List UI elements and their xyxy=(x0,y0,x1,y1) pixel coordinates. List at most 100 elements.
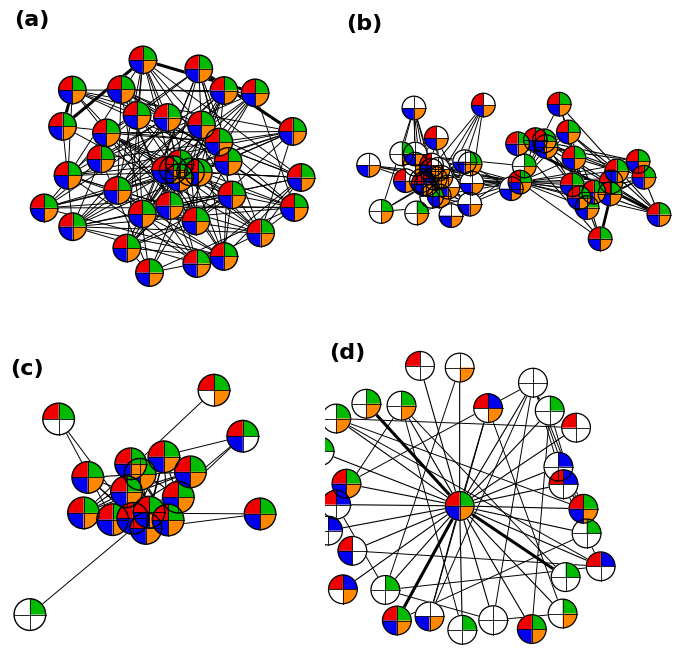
Wedge shape xyxy=(567,198,579,210)
Wedge shape xyxy=(432,184,443,196)
Wedge shape xyxy=(175,472,190,488)
Circle shape xyxy=(549,470,578,499)
Wedge shape xyxy=(366,404,381,418)
Wedge shape xyxy=(156,206,170,219)
Circle shape xyxy=(185,159,212,186)
Wedge shape xyxy=(227,436,242,452)
Wedge shape xyxy=(338,536,352,551)
Wedge shape xyxy=(601,552,615,566)
Wedge shape xyxy=(133,496,149,512)
Wedge shape xyxy=(166,170,179,184)
Circle shape xyxy=(551,563,580,591)
Circle shape xyxy=(562,146,586,170)
Circle shape xyxy=(562,414,590,442)
Wedge shape xyxy=(154,117,168,131)
Wedge shape xyxy=(584,509,598,523)
Circle shape xyxy=(427,184,451,208)
Wedge shape xyxy=(104,190,118,204)
Circle shape xyxy=(205,129,233,156)
Circle shape xyxy=(523,128,547,151)
Circle shape xyxy=(453,150,477,174)
Wedge shape xyxy=(113,248,127,262)
Wedge shape xyxy=(148,457,164,473)
Wedge shape xyxy=(587,208,599,219)
Circle shape xyxy=(188,111,215,139)
Circle shape xyxy=(458,192,482,216)
Wedge shape xyxy=(101,159,114,172)
Wedge shape xyxy=(518,132,530,144)
Circle shape xyxy=(406,352,434,380)
Wedge shape xyxy=(626,161,638,173)
Wedge shape xyxy=(562,146,574,158)
Wedge shape xyxy=(436,187,448,199)
Wedge shape xyxy=(508,182,520,194)
Wedge shape xyxy=(210,77,224,91)
Circle shape xyxy=(626,150,650,173)
Wedge shape xyxy=(518,144,530,156)
Wedge shape xyxy=(598,194,610,206)
Wedge shape xyxy=(156,192,170,206)
Wedge shape xyxy=(426,169,438,181)
Wedge shape xyxy=(166,150,180,164)
Wedge shape xyxy=(439,196,451,208)
Wedge shape xyxy=(599,182,611,194)
Wedge shape xyxy=(185,55,199,69)
Wedge shape xyxy=(347,470,361,484)
Wedge shape xyxy=(572,184,584,196)
Wedge shape xyxy=(401,154,414,166)
Wedge shape xyxy=(87,159,101,172)
Wedge shape xyxy=(190,456,206,472)
Wedge shape xyxy=(520,170,532,182)
Wedge shape xyxy=(62,127,76,140)
Wedge shape xyxy=(600,239,612,250)
Wedge shape xyxy=(115,464,131,480)
Wedge shape xyxy=(416,213,429,224)
Wedge shape xyxy=(549,470,564,484)
Wedge shape xyxy=(133,512,149,528)
Wedge shape xyxy=(582,180,594,192)
Circle shape xyxy=(448,615,477,644)
Wedge shape xyxy=(415,154,427,166)
Wedge shape xyxy=(508,170,520,182)
Wedge shape xyxy=(210,256,224,270)
Circle shape xyxy=(338,536,366,565)
Text: (a): (a) xyxy=(14,10,50,30)
Wedge shape xyxy=(127,476,142,492)
Wedge shape xyxy=(336,404,351,418)
Wedge shape xyxy=(547,104,559,116)
Wedge shape xyxy=(131,464,147,480)
Circle shape xyxy=(160,156,187,183)
Wedge shape xyxy=(130,513,146,528)
Circle shape xyxy=(534,135,558,159)
Circle shape xyxy=(244,498,276,529)
Wedge shape xyxy=(381,200,393,211)
Wedge shape xyxy=(124,474,140,490)
Wedge shape xyxy=(137,102,151,115)
Wedge shape xyxy=(190,172,204,186)
Wedge shape xyxy=(228,161,242,175)
Circle shape xyxy=(394,168,417,192)
Circle shape xyxy=(420,184,443,208)
Circle shape xyxy=(471,93,495,117)
Wedge shape xyxy=(196,221,210,234)
Wedge shape xyxy=(30,599,46,615)
Wedge shape xyxy=(166,164,180,177)
Wedge shape xyxy=(152,504,168,520)
Wedge shape xyxy=(301,178,315,191)
Wedge shape xyxy=(84,497,99,513)
Wedge shape xyxy=(49,127,62,140)
Circle shape xyxy=(586,552,615,581)
Wedge shape xyxy=(594,180,606,192)
Wedge shape xyxy=(73,77,86,90)
Wedge shape xyxy=(579,198,591,210)
Circle shape xyxy=(68,497,99,529)
Wedge shape xyxy=(562,613,577,628)
Wedge shape xyxy=(338,551,352,565)
Circle shape xyxy=(575,196,599,219)
Circle shape xyxy=(314,516,342,545)
Circle shape xyxy=(506,132,530,156)
Wedge shape xyxy=(574,158,586,170)
Circle shape xyxy=(458,152,482,176)
Wedge shape xyxy=(183,264,197,277)
Wedge shape xyxy=(151,157,166,170)
